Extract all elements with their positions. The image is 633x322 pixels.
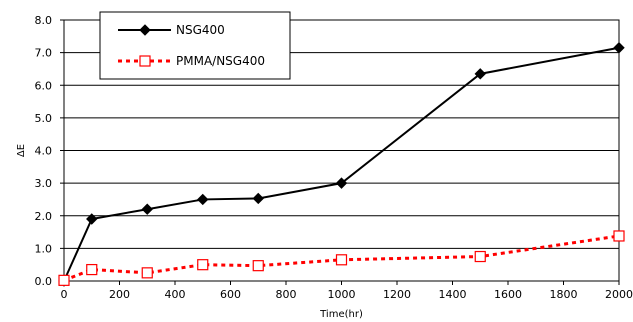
- x-tick-label: 0: [61, 288, 68, 301]
- y-tick-label: 1.0: [35, 242, 53, 255]
- data-series: [58, 42, 625, 287]
- x-tick-label: 1600: [494, 288, 522, 301]
- data-point-nsg400: [141, 203, 153, 215]
- legend-label-pmma-nsg400: PMMA/NSG400: [176, 54, 265, 68]
- y-tick-label: 0.0: [35, 275, 53, 288]
- series-line-pmma-nsg400: [63, 234, 620, 282]
- series-pmma-nsg400: [58, 230, 625, 286]
- data-point-pmma-nsg400: [197, 259, 209, 271]
- x-tick-label: 1000: [328, 288, 356, 301]
- data-point-nsg400: [197, 193, 209, 206]
- y-tick-label: 6.0: [35, 79, 53, 92]
- x-tick-label: 800: [276, 288, 297, 301]
- y-tick-label: 2.0: [35, 210, 53, 223]
- y-tick-label: 4.0: [35, 145, 53, 158]
- data-point-nsg400: [613, 42, 625, 54]
- data-point-pmma-nsg400: [474, 250, 486, 263]
- data-point-nsg400: [86, 213, 98, 225]
- x-tick-labels: 0 200 400 600 800 1000 1200 1400 1600 1800 2000: [61, 288, 633, 301]
- data-point-pmma-nsg400: [86, 263, 98, 276]
- legend-box: [99, 11, 291, 80]
- x-tick-label: 1800: [550, 288, 578, 301]
- x-tick-label: 400: [165, 288, 186, 301]
- y-axis-title: ΔE: [16, 144, 27, 157]
- legend-sample-nsg400: [118, 24, 171, 36]
- legend-label-nsg400: NSG400: [176, 23, 225, 37]
- y-tick-labels: 0.0 1.0 2.0 3.0 4.0 5.0 6.0 7.0 8.0: [35, 14, 53, 288]
- legend-marker: [139, 55, 151, 67]
- data-point-nsg400: [474, 68, 486, 80]
- data-point-nsg400: [252, 192, 264, 205]
- x-tick-label: 600: [220, 288, 241, 301]
- legend: NSG400 PMMA/NSG400: [99, 11, 291, 80]
- legend-marker: [139, 24, 151, 36]
- x-tick-label: 1200: [383, 288, 411, 301]
- y-tick-label: 5.0: [35, 112, 53, 125]
- x-axis-title: Time(hr): [319, 309, 363, 320]
- y-tick-label: 3.0: [35, 177, 53, 190]
- data-point-pmma-nsg400: [58, 274, 70, 286]
- y-tick-label: 8.0: [35, 14, 53, 27]
- x-tick-label: 1400: [439, 288, 467, 301]
- data-point-pmma-nsg400: [141, 267, 153, 279]
- legend-sample-pmma-nsg400: [118, 55, 171, 67]
- y-tick-label: 7.0: [35, 47, 53, 60]
- x-tick-label: 2000: [605, 288, 633, 301]
- x-tick-label: 200: [109, 288, 130, 301]
- series-line-nsg400: [63, 46, 620, 282]
- data-point-nsg400: [335, 177, 348, 189]
- data-point-pmma-nsg400: [335, 254, 348, 266]
- data-point-pmma-nsg400: [613, 230, 625, 242]
- data-point-pmma-nsg400: [252, 260, 264, 272]
